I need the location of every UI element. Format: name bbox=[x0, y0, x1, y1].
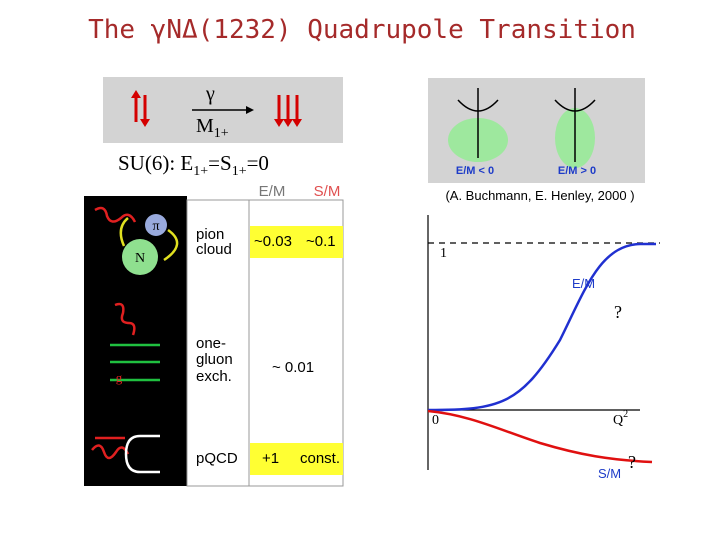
unknown-mark: ? bbox=[628, 452, 636, 472]
nucleon-bubble bbox=[122, 239, 158, 275]
photon-label: γ bbox=[205, 83, 215, 105]
q-label: Q bbox=[613, 413, 623, 428]
axis-label: 1 bbox=[440, 246, 447, 261]
table-cell: +1 bbox=[262, 450, 279, 467]
row-label: cloud bbox=[196, 241, 232, 258]
table-cell: ~ 0.01 bbox=[272, 359, 314, 376]
em-curve bbox=[427, 242, 656, 412]
axis-label: Q2 bbox=[613, 409, 628, 428]
multipole-sub: 1+ bbox=[214, 126, 229, 141]
su6-sub: 1+ bbox=[232, 164, 247, 179]
table-cell: ~0.1 bbox=[306, 233, 336, 250]
row-label: pion bbox=[196, 226, 224, 243]
curve-label: S/M bbox=[598, 466, 621, 481]
table-cell: const. bbox=[300, 450, 340, 467]
diagram-image bbox=[84, 196, 187, 486]
unknown-mark: ? bbox=[614, 302, 622, 322]
gluon-label: g bbox=[116, 370, 123, 385]
deformation-label: E/M > 0 bbox=[558, 165, 596, 177]
arrow-head bbox=[246, 106, 254, 114]
plot-axes bbox=[427, 215, 660, 470]
pion-bubble bbox=[145, 214, 167, 236]
row-label: gluon bbox=[196, 351, 233, 368]
highlight bbox=[250, 443, 343, 475]
pion-label: π bbox=[152, 219, 159, 234]
slide-title: The γNΔ(1232) Quadrupole Transition bbox=[88, 15, 636, 45]
su6-label: SU(6): E1+=S1+=0 bbox=[118, 151, 269, 179]
deformation-label: E/M < 0 bbox=[456, 165, 494, 177]
table-header: S/M bbox=[314, 183, 341, 200]
sm-curve bbox=[427, 409, 653, 464]
row-label: pQCD bbox=[196, 450, 238, 467]
citation: (A. Buchmann, E. Henley, 2000 ) bbox=[445, 188, 634, 203]
su6-text: =S bbox=[208, 151, 232, 175]
axis-label: 0 bbox=[432, 413, 439, 428]
image-strokes bbox=[91, 206, 179, 474]
q-sup: 2 bbox=[623, 409, 628, 420]
row-label: exch. bbox=[196, 368, 232, 385]
curve-label: E/M bbox=[572, 276, 595, 291]
su6-text: =0 bbox=[247, 151, 269, 175]
su6-text: SU(6): E bbox=[118, 151, 193, 175]
highlight bbox=[250, 226, 343, 258]
table-cell: ~0.03 bbox=[254, 233, 292, 250]
row-label: one- bbox=[196, 335, 226, 352]
spin-arrows bbox=[134, 95, 299, 122]
arrow-heads bbox=[131, 90, 302, 127]
spin-axes bbox=[457, 88, 596, 162]
table-header: E/M bbox=[259, 183, 286, 200]
multipole: M bbox=[196, 115, 214, 137]
nucleon-label: N bbox=[135, 251, 145, 266]
multipole-label: M1+ bbox=[196, 115, 229, 141]
su6-sub: 1+ bbox=[193, 164, 208, 179]
